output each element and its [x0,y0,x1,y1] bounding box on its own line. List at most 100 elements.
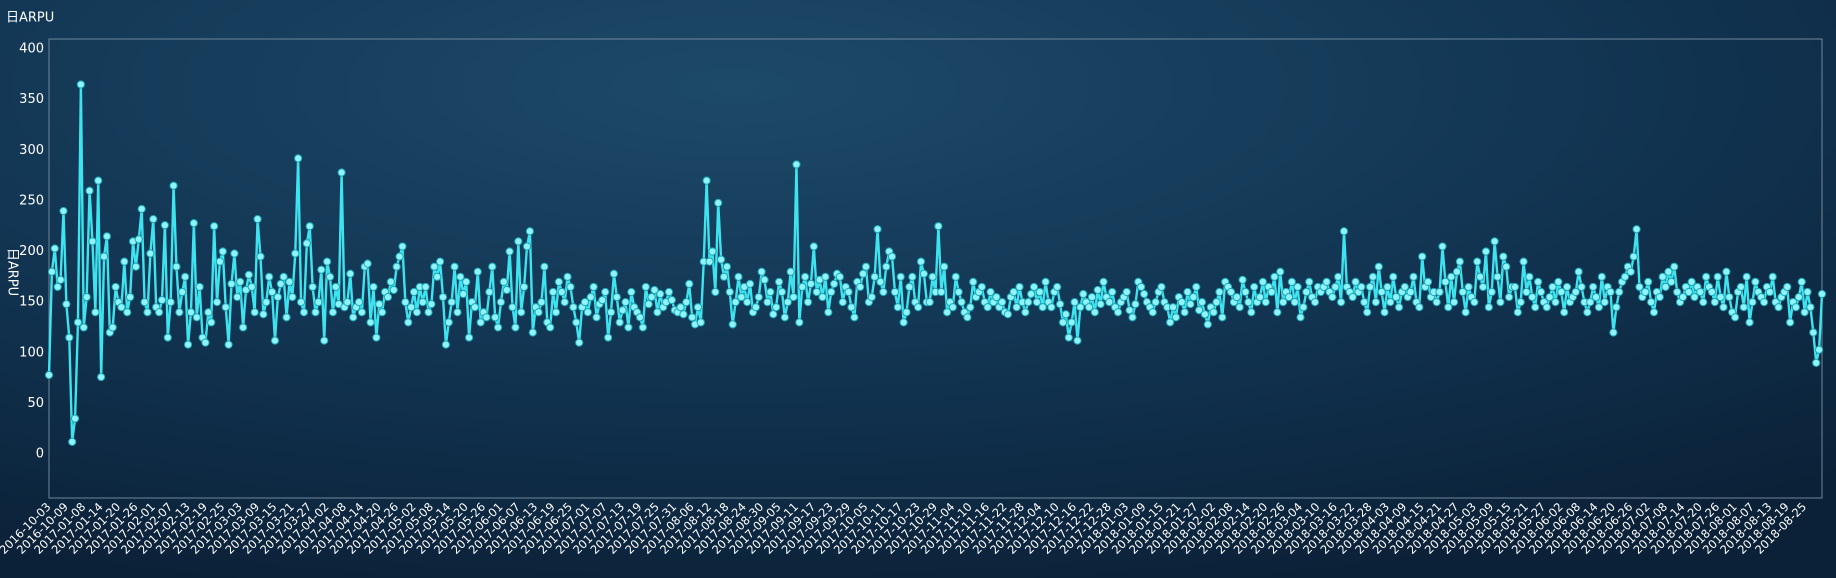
point [1476,272,1485,281]
point [1551,298,1560,307]
point [569,303,578,312]
point [1189,292,1198,302]
point [108,323,117,332]
point [276,279,285,288]
point [349,313,358,322]
point [1574,267,1583,276]
point [1360,298,1369,307]
point [433,272,442,281]
point [1545,292,1554,302]
point [1736,282,1745,292]
point [1079,289,1088,299]
point [1815,345,1824,354]
point [395,252,404,261]
point [769,310,778,319]
point [291,249,300,258]
point [233,292,242,302]
point [82,292,91,302]
point [757,267,766,276]
point [1322,277,1331,286]
point [1444,303,1453,312]
point [279,272,288,281]
point [99,252,109,261]
point [685,279,694,288]
point [1418,252,1427,261]
point [363,259,372,268]
point [998,298,1007,307]
point [1447,272,1456,281]
point [70,414,80,423]
point [1238,275,1247,284]
point [224,340,233,349]
point [653,308,662,317]
point [1108,287,1117,297]
point [1615,287,1624,297]
point [1716,292,1725,302]
point [1148,308,1157,317]
point [210,222,219,231]
point [554,277,563,286]
point [1113,308,1123,317]
point [143,308,152,317]
point [149,215,158,224]
point [1009,287,1018,297]
point [1226,287,1236,297]
point [1620,272,1630,281]
point [160,221,169,230]
point [731,298,740,307]
point [491,313,500,322]
point [476,318,485,327]
point [1383,282,1392,292]
point [838,298,847,307]
point [1128,313,1137,322]
point [780,313,789,322]
point [1641,287,1650,297]
point [1041,277,1050,286]
point [343,298,352,307]
point [957,298,966,307]
point [1536,287,1546,297]
point [1235,303,1244,312]
point [847,303,856,312]
point [1606,287,1615,297]
point [1806,303,1815,312]
point [183,340,193,349]
point [908,272,917,281]
point [777,287,787,297]
point [560,298,569,307]
point [1513,308,1522,317]
point [606,308,616,317]
chart-title: 日ARPU [6,11,54,26]
point [314,298,323,307]
point [1096,300,1105,309]
point [514,237,523,246]
point [893,303,902,312]
point [230,249,239,258]
point [1525,272,1534,281]
point [450,262,459,271]
point [1571,287,1580,297]
point [331,282,340,292]
point [1626,267,1635,276]
point [470,303,479,312]
point [76,80,85,89]
point [925,298,934,307]
point [346,269,355,278]
point [537,298,546,307]
point [1774,303,1783,312]
point [795,318,804,327]
point [647,292,656,302]
point [1438,242,1447,251]
point [1302,287,1311,297]
point [1786,318,1795,327]
point [1212,298,1221,307]
point [766,287,775,297]
point [1157,282,1166,292]
point [175,308,184,317]
point [586,292,595,302]
point [589,282,598,292]
point [1484,303,1493,312]
point [1423,277,1433,286]
point [134,235,143,244]
